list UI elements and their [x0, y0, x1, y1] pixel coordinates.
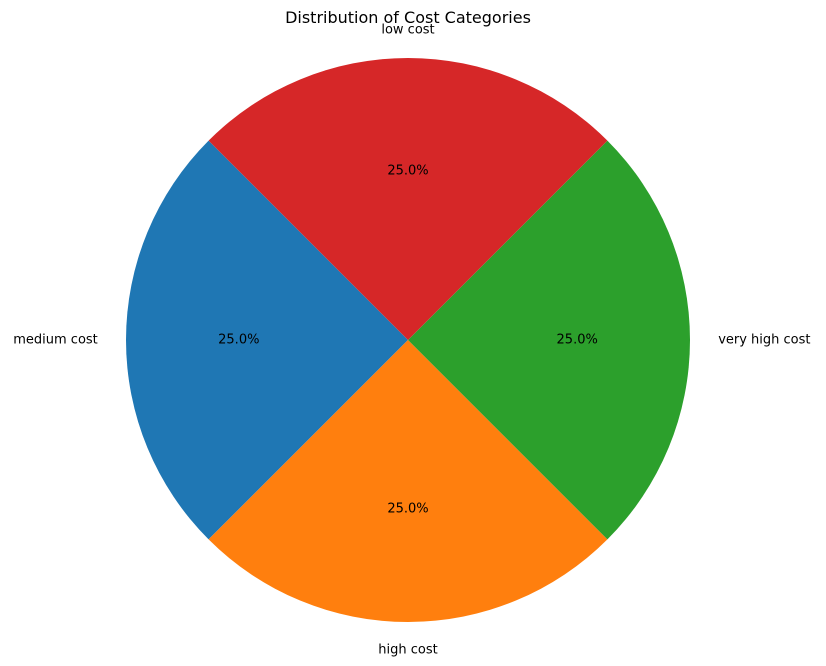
pie-slice-high-cost [208, 340, 608, 622]
pie-percent-label-low-cost: 25.0% [387, 163, 428, 178]
pie-slice-medium-cost [126, 140, 409, 540]
pie-category-label-very-high-cost: very high cost [718, 333, 810, 348]
chart-title: Distribution of Cost Categories [285, 8, 531, 27]
pie-slices [126, 58, 690, 622]
pie-category-labels: medium cost high cost very high cost low co… [13, 22, 810, 657]
pie-category-label-low-cost: low cost [381, 22, 434, 37]
pie-percent-labels: 25.0% 25.0% 25.0% 25.0% [218, 163, 598, 516]
pie-percent-label-very-high-cost: 25.0% [557, 333, 598, 348]
pie-slice-very-high-cost [408, 140, 690, 540]
pie-percent-label-high-cost: 25.0% [387, 502, 428, 517]
pie-category-label-high-cost: high cost [378, 643, 437, 658]
pie-category-label-medium-cost: medium cost [13, 333, 98, 348]
pie-slice-low-cost [208, 58, 608, 341]
pie-percent-label-medium-cost: 25.0% [218, 333, 259, 348]
